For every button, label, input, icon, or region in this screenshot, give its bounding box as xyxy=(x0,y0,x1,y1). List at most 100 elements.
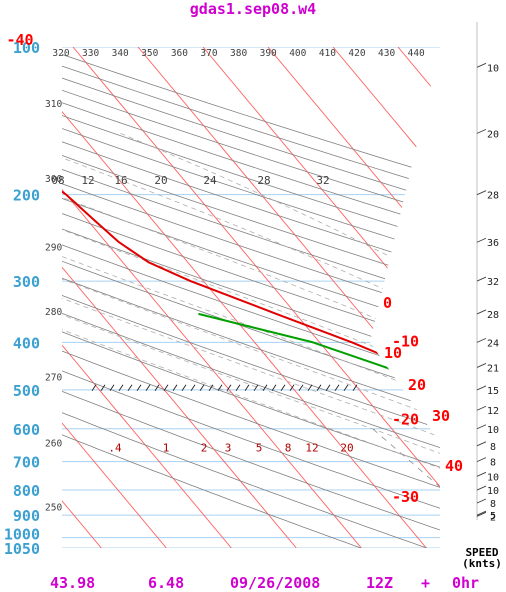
hatch-mark xyxy=(280,384,286,392)
pressure-label: 300 xyxy=(13,273,40,291)
wind-speed-label: 32 xyxy=(487,277,499,288)
dry-adiabat xyxy=(62,47,440,548)
theta-label-left: 290 xyxy=(45,242,62,253)
hatch-mark xyxy=(325,384,331,392)
dry-adiabat xyxy=(62,47,440,548)
theta-label: 430 xyxy=(378,48,395,59)
hatch-mark xyxy=(316,384,322,392)
theta-label: 410 xyxy=(319,48,336,59)
mixing-ratio-label: 5 xyxy=(256,442,263,455)
mixing-ratio-label: 12 xyxy=(305,442,318,455)
theta-label: 320 xyxy=(52,48,69,59)
hatch-mark xyxy=(334,384,340,392)
isotherm xyxy=(332,47,440,548)
pressure-label: 500 xyxy=(13,382,40,400)
footer-lat: 43.98 xyxy=(50,574,96,592)
wind-speed-label: 10 xyxy=(487,425,499,436)
hatch-mark xyxy=(271,384,277,392)
hatch-mark xyxy=(217,384,223,392)
hatch-mark xyxy=(109,384,115,392)
dry-adiabat xyxy=(62,47,440,548)
thetae-label: 32 xyxy=(316,174,329,187)
theta-label-left: 300 xyxy=(45,174,62,185)
wind-speed-label: 36 xyxy=(487,238,499,249)
wind-barb xyxy=(476,190,487,196)
isotherm xyxy=(62,47,232,548)
hatch-mark xyxy=(289,384,295,392)
dry-adiabat xyxy=(62,47,440,548)
dry-adiabat xyxy=(62,47,440,548)
dry-adiabat xyxy=(62,47,440,548)
footer-plus: + xyxy=(421,574,431,592)
hatch-mark xyxy=(208,384,214,392)
temp-label-right: -20 xyxy=(392,410,419,428)
thetae-label: 24 xyxy=(203,174,217,187)
footer-lon: 6.48 xyxy=(148,574,185,592)
wind-speed-label: 8 xyxy=(490,458,496,469)
theta-label-left: 250 xyxy=(45,503,62,514)
theta-label: 400 xyxy=(289,48,306,59)
mixing-ratio-label: .4 xyxy=(108,442,122,455)
dry-adiabat xyxy=(62,47,440,548)
hatch-mark xyxy=(262,384,268,392)
hatch-mark xyxy=(163,384,169,392)
thetae-label: 28 xyxy=(257,174,270,187)
dry-adiabat xyxy=(62,47,440,548)
thetae-label: 08 xyxy=(51,174,64,187)
pressure-label: 700 xyxy=(13,454,40,472)
wind-barb xyxy=(476,309,487,315)
wind-header-units: (knts) xyxy=(462,557,502,570)
wind-barb xyxy=(476,276,487,282)
mixing-ratio-label: 8 xyxy=(285,442,292,455)
thetae-label: 20 xyxy=(154,174,167,187)
pressure-label: 1000 xyxy=(4,526,40,544)
moist-adiabat xyxy=(62,214,440,548)
theta-label: 380 xyxy=(230,48,247,59)
mixing-ratio-label: 1 xyxy=(163,442,170,455)
dry-adiabat xyxy=(62,47,440,548)
wind-barb xyxy=(476,62,487,68)
dry-adiabat xyxy=(62,47,440,548)
dewpoint-line xyxy=(198,312,440,539)
dry-adiabat xyxy=(62,47,362,548)
wind-barb xyxy=(476,510,487,516)
hatch-mark xyxy=(307,384,313,392)
theta-label: 360 xyxy=(171,48,188,59)
footer-hour: 12Z xyxy=(366,574,394,592)
wind-barb xyxy=(476,485,487,491)
moist-adiabat xyxy=(62,246,440,548)
dry-adiabat xyxy=(62,47,440,548)
hatch-mark xyxy=(253,384,259,392)
chart-title: gdas1.sep08.w4 xyxy=(189,0,317,18)
wind-speed-label: 15 xyxy=(487,386,499,397)
hatch-mark xyxy=(199,384,205,392)
temp-label-right: 10 xyxy=(384,344,402,362)
footer-date: 09/26/2008 xyxy=(230,574,321,592)
hatch-mark xyxy=(145,384,151,392)
hatch-mark xyxy=(118,384,124,392)
dry-adiabat xyxy=(62,47,440,548)
dry-adiabat xyxy=(62,47,440,548)
isotherm xyxy=(62,47,102,548)
wind-barb xyxy=(476,424,487,430)
hatch-mark xyxy=(352,384,358,392)
hatch-mark xyxy=(226,384,232,392)
wind-speed-label: 10 xyxy=(487,63,499,74)
wind-barb xyxy=(476,385,487,391)
moist-adiabat xyxy=(62,133,440,548)
dry-adiabat xyxy=(62,47,440,548)
hatch-mark xyxy=(127,384,133,392)
dry-adiabat xyxy=(62,47,440,548)
pressure-label: 400 xyxy=(13,334,40,352)
hatch-mark xyxy=(100,384,106,392)
hatch-mark xyxy=(343,384,349,392)
temp-label-right: 0 xyxy=(383,294,392,312)
dry-adiabat xyxy=(62,47,428,548)
wind-speed-label: 12 xyxy=(487,406,499,417)
theta-label-left: 260 xyxy=(45,439,62,450)
pressure-label: 100 xyxy=(13,39,40,57)
theta-label: 420 xyxy=(348,48,365,59)
mixing-ratio-line xyxy=(372,428,440,548)
